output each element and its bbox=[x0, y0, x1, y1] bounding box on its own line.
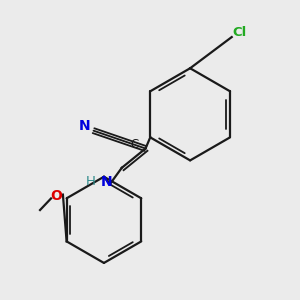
Text: N: N bbox=[101, 175, 113, 189]
Text: Cl: Cl bbox=[232, 26, 246, 39]
Text: H: H bbox=[85, 175, 95, 188]
Text: O: O bbox=[50, 189, 62, 203]
Text: N: N bbox=[79, 119, 90, 133]
Text: C: C bbox=[130, 138, 138, 152]
